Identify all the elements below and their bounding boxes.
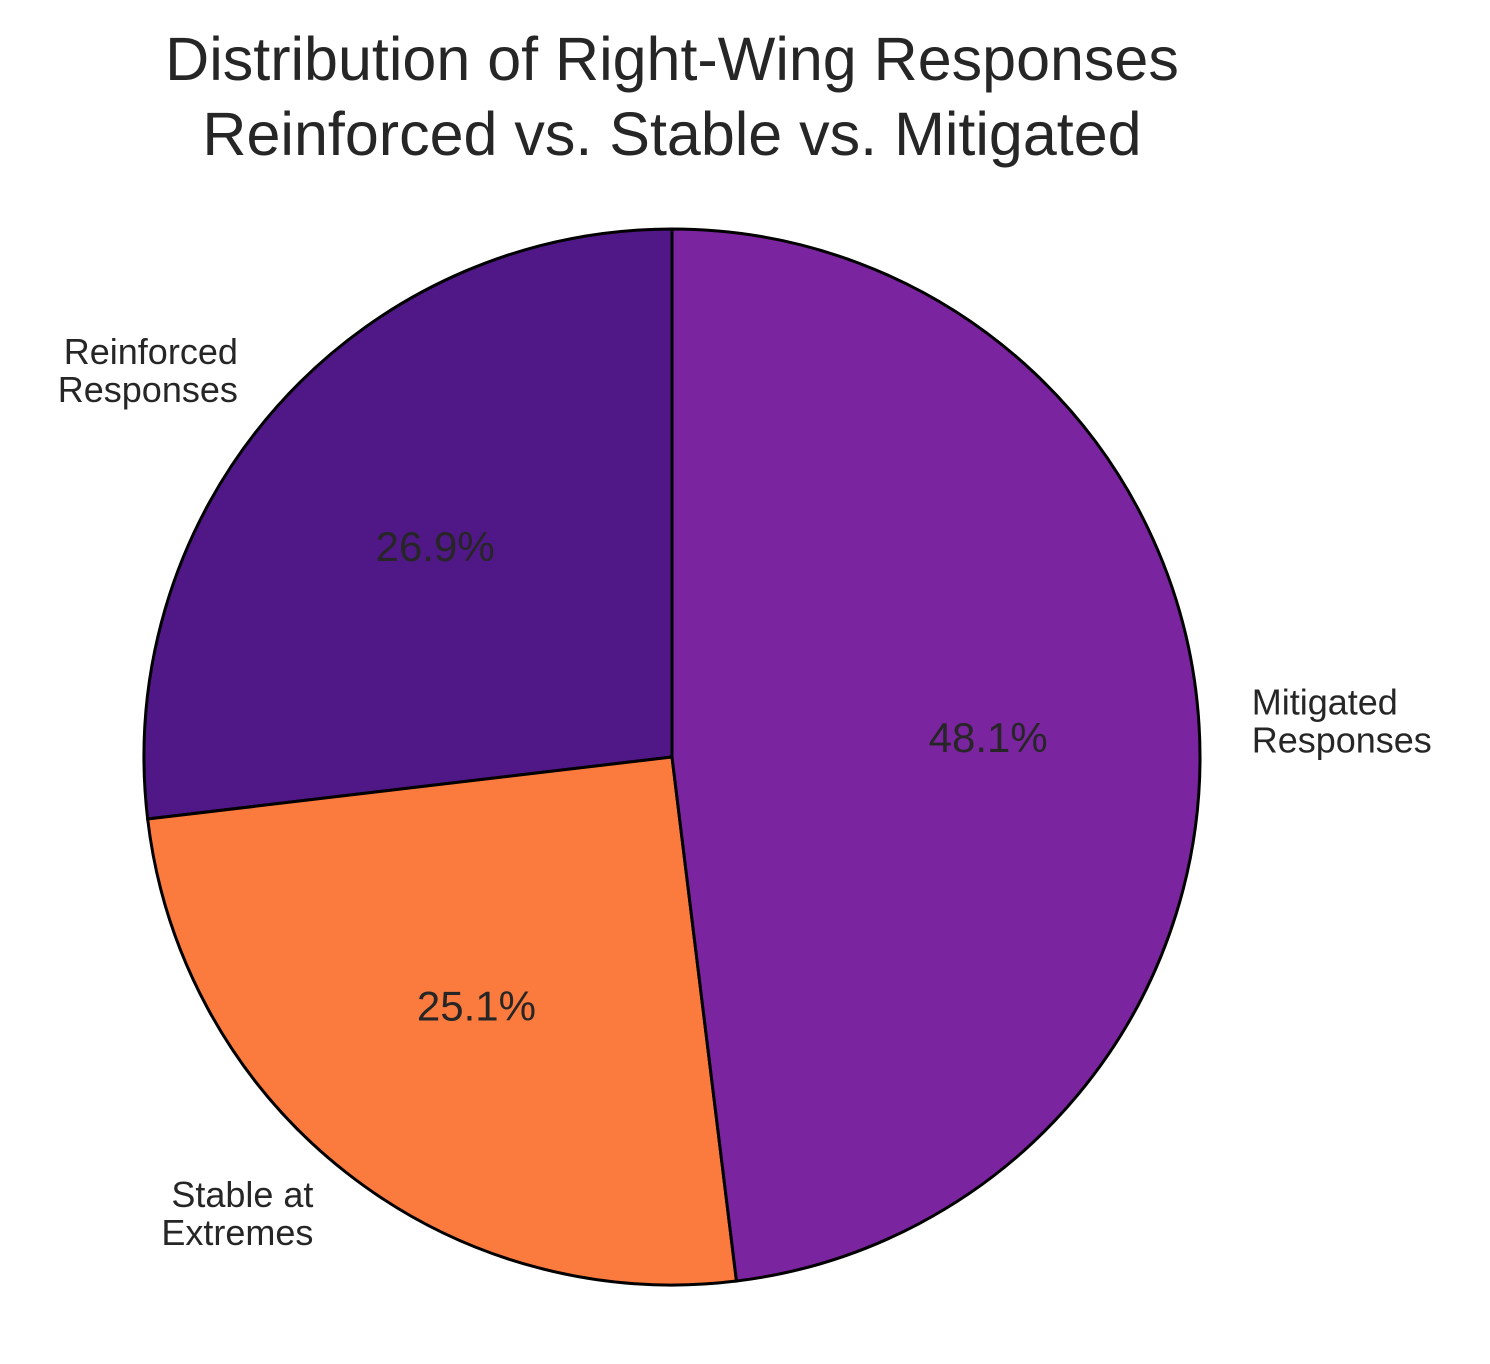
pct-label-stable-at-extremes: 25.1% [417,983,536,1030]
chart-title-line-1: Distribution of Right-Wing Responses [165,25,1179,93]
category-label-stable-at-extremes: Stable at Extremes [161,1174,313,1253]
pct-label-mitigated-responses: 48.1% [929,714,1048,761]
category-label-reinforced-responses: Reinforced Responses [58,331,238,410]
category-label-line: Mitigated [1252,681,1398,722]
category-label-line: Responses [1252,719,1432,760]
chart-title-line-2: Reinforced vs. Stable vs. Mitigated [202,100,1141,168]
category-label-line: Extremes [161,1212,313,1253]
pie-slice-stable-at-extremes [145,755,739,1287]
pct-label-reinforced-responses: 26.9% [376,523,495,570]
pie-slices [142,227,1202,1287]
category-label-line: Responses [58,369,238,410]
pie-slice-mitigated-responses [670,227,1202,1283]
category-label-line: Reinforced [64,331,238,372]
category-label-line: Stable at [171,1174,313,1215]
pie-slice-reinforced-responses [142,227,674,821]
category-label-mitigated-responses: Mitigated Responses [1252,681,1432,760]
